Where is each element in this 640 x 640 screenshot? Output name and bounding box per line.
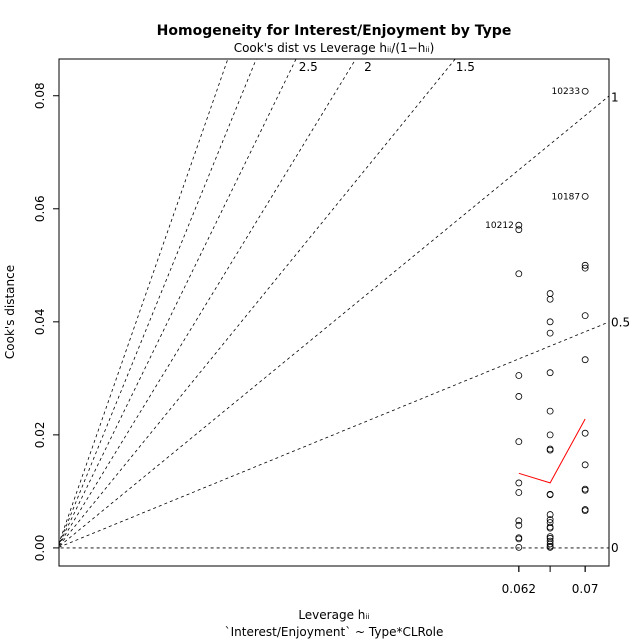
data-point-0-1 — [515, 226, 523, 234]
y-tick-label-3: 0.06 — [33, 195, 47, 222]
data-point-0-5 — [515, 438, 523, 446]
data-point-1-16 — [546, 533, 554, 541]
data-point-1-6 — [546, 431, 554, 439]
contour-labels: 0 0.5 1 1.5 2 2.5 — [299, 60, 630, 555]
y-tick-label-4: 0.08 — [33, 82, 47, 109]
y-tick-label-1: 0.02 — [33, 422, 47, 449]
smooth-line — [518, 418, 586, 484]
smooth-trend — [518, 418, 586, 484]
contour-line-3 — [59, 59, 456, 547]
data-point-2-4 — [581, 312, 589, 320]
data-point-1-10 — [546, 491, 554, 499]
x-tick-label-1: 0.07 — [572, 582, 599, 596]
data-point-2-3 — [581, 264, 589, 272]
plot-frame — [58, 58, 610, 567]
x-axis-model-label: `Interest/Enjoyment` ~ Type*CLRole — [225, 625, 444, 639]
chart-subtitle: Cook's dist vs Leverage hᵢᵢ/(1−hᵢᵢ) — [234, 41, 435, 55]
data-point-2-11 — [581, 507, 589, 515]
data-point-1-4 — [546, 369, 554, 377]
data-point-0-8 — [515, 517, 523, 525]
data-point-2-9 — [581, 486, 589, 494]
data-point-1-12 — [546, 516, 554, 524]
contour-label-2: 1 — [611, 91, 619, 105]
data-point-1-21 — [546, 543, 554, 551]
data-points — [515, 87, 589, 551]
data-point-1-1 — [546, 295, 554, 303]
data-point-1-11 — [546, 511, 554, 518]
data-point-1-8 — [546, 446, 554, 454]
contour-label-5: 2.5 — [299, 60, 318, 74]
y-axis-label: Cook's distance — [3, 265, 17, 359]
data-point-2-6 — [581, 429, 589, 437]
contour-line-6 — [59, 59, 257, 545]
data-point-0-3 — [515, 372, 523, 379]
data-point-1-5 — [546, 407, 554, 415]
data-point-1-0 — [546, 290, 554, 297]
point-label-2: 10212 — [485, 221, 514, 231]
data-point-2-2 — [581, 261, 589, 269]
contour-label-1: 0.5 — [611, 316, 630, 330]
data-point-2-7 — [581, 461, 589, 469]
contour-line-5 — [59, 59, 297, 546]
point-labels: 10233 10187 10212 — [485, 87, 580, 231]
data-point-2-0 — [581, 87, 589, 95]
data-point-0-4 — [515, 393, 523, 400]
x-tick-label-0: 0.062 — [502, 582, 536, 596]
contour-line-1 — [59, 321, 609, 548]
data-point-0-0 — [515, 221, 523, 229]
point-label-1: 10187 — [552, 192, 581, 202]
data-point-1-3 — [546, 329, 554, 337]
y-tick-label-2: 0.04 — [33, 308, 47, 335]
x-axis-label: Leverage hᵢᵢ — [298, 608, 369, 622]
data-point-0-6 — [515, 479, 523, 487]
contour-label-4: 2 — [364, 60, 372, 74]
data-point-0-2 — [515, 270, 523, 278]
data-point-2-5 — [581, 356, 589, 364]
y-tick-label-0: 0.00 — [33, 535, 47, 562]
leverage-contours — [59, 59, 609, 549]
contour-line-7 — [59, 59, 229, 545]
chart-title: Homogeneity for Interest/Enjoyment by Ty… — [157, 23, 512, 39]
point-label-0: 10233 — [552, 87, 581, 97]
data-point-0-12 — [515, 543, 523, 551]
data-point-0-7 — [515, 489, 523, 496]
contour-label-3: 1.5 — [456, 60, 475, 74]
data-point-2-1 — [581, 192, 589, 200]
contour-line-4 — [59, 59, 357, 546]
data-point-0-9 — [515, 521, 523, 529]
x-axis: 0.062 0.07 — [502, 566, 599, 596]
contour-line-2 — [59, 95, 609, 548]
contour-label-0: 0 — [611, 541, 619, 555]
data-point-1-2 — [546, 318, 554, 326]
data-point-0-11 — [515, 535, 523, 543]
y-axis: 0.00 0.02 0.04 0.06 0.08 — [33, 82, 59, 561]
data-point-1-19 — [546, 540, 554, 548]
data-point-1-15 — [546, 524, 554, 532]
